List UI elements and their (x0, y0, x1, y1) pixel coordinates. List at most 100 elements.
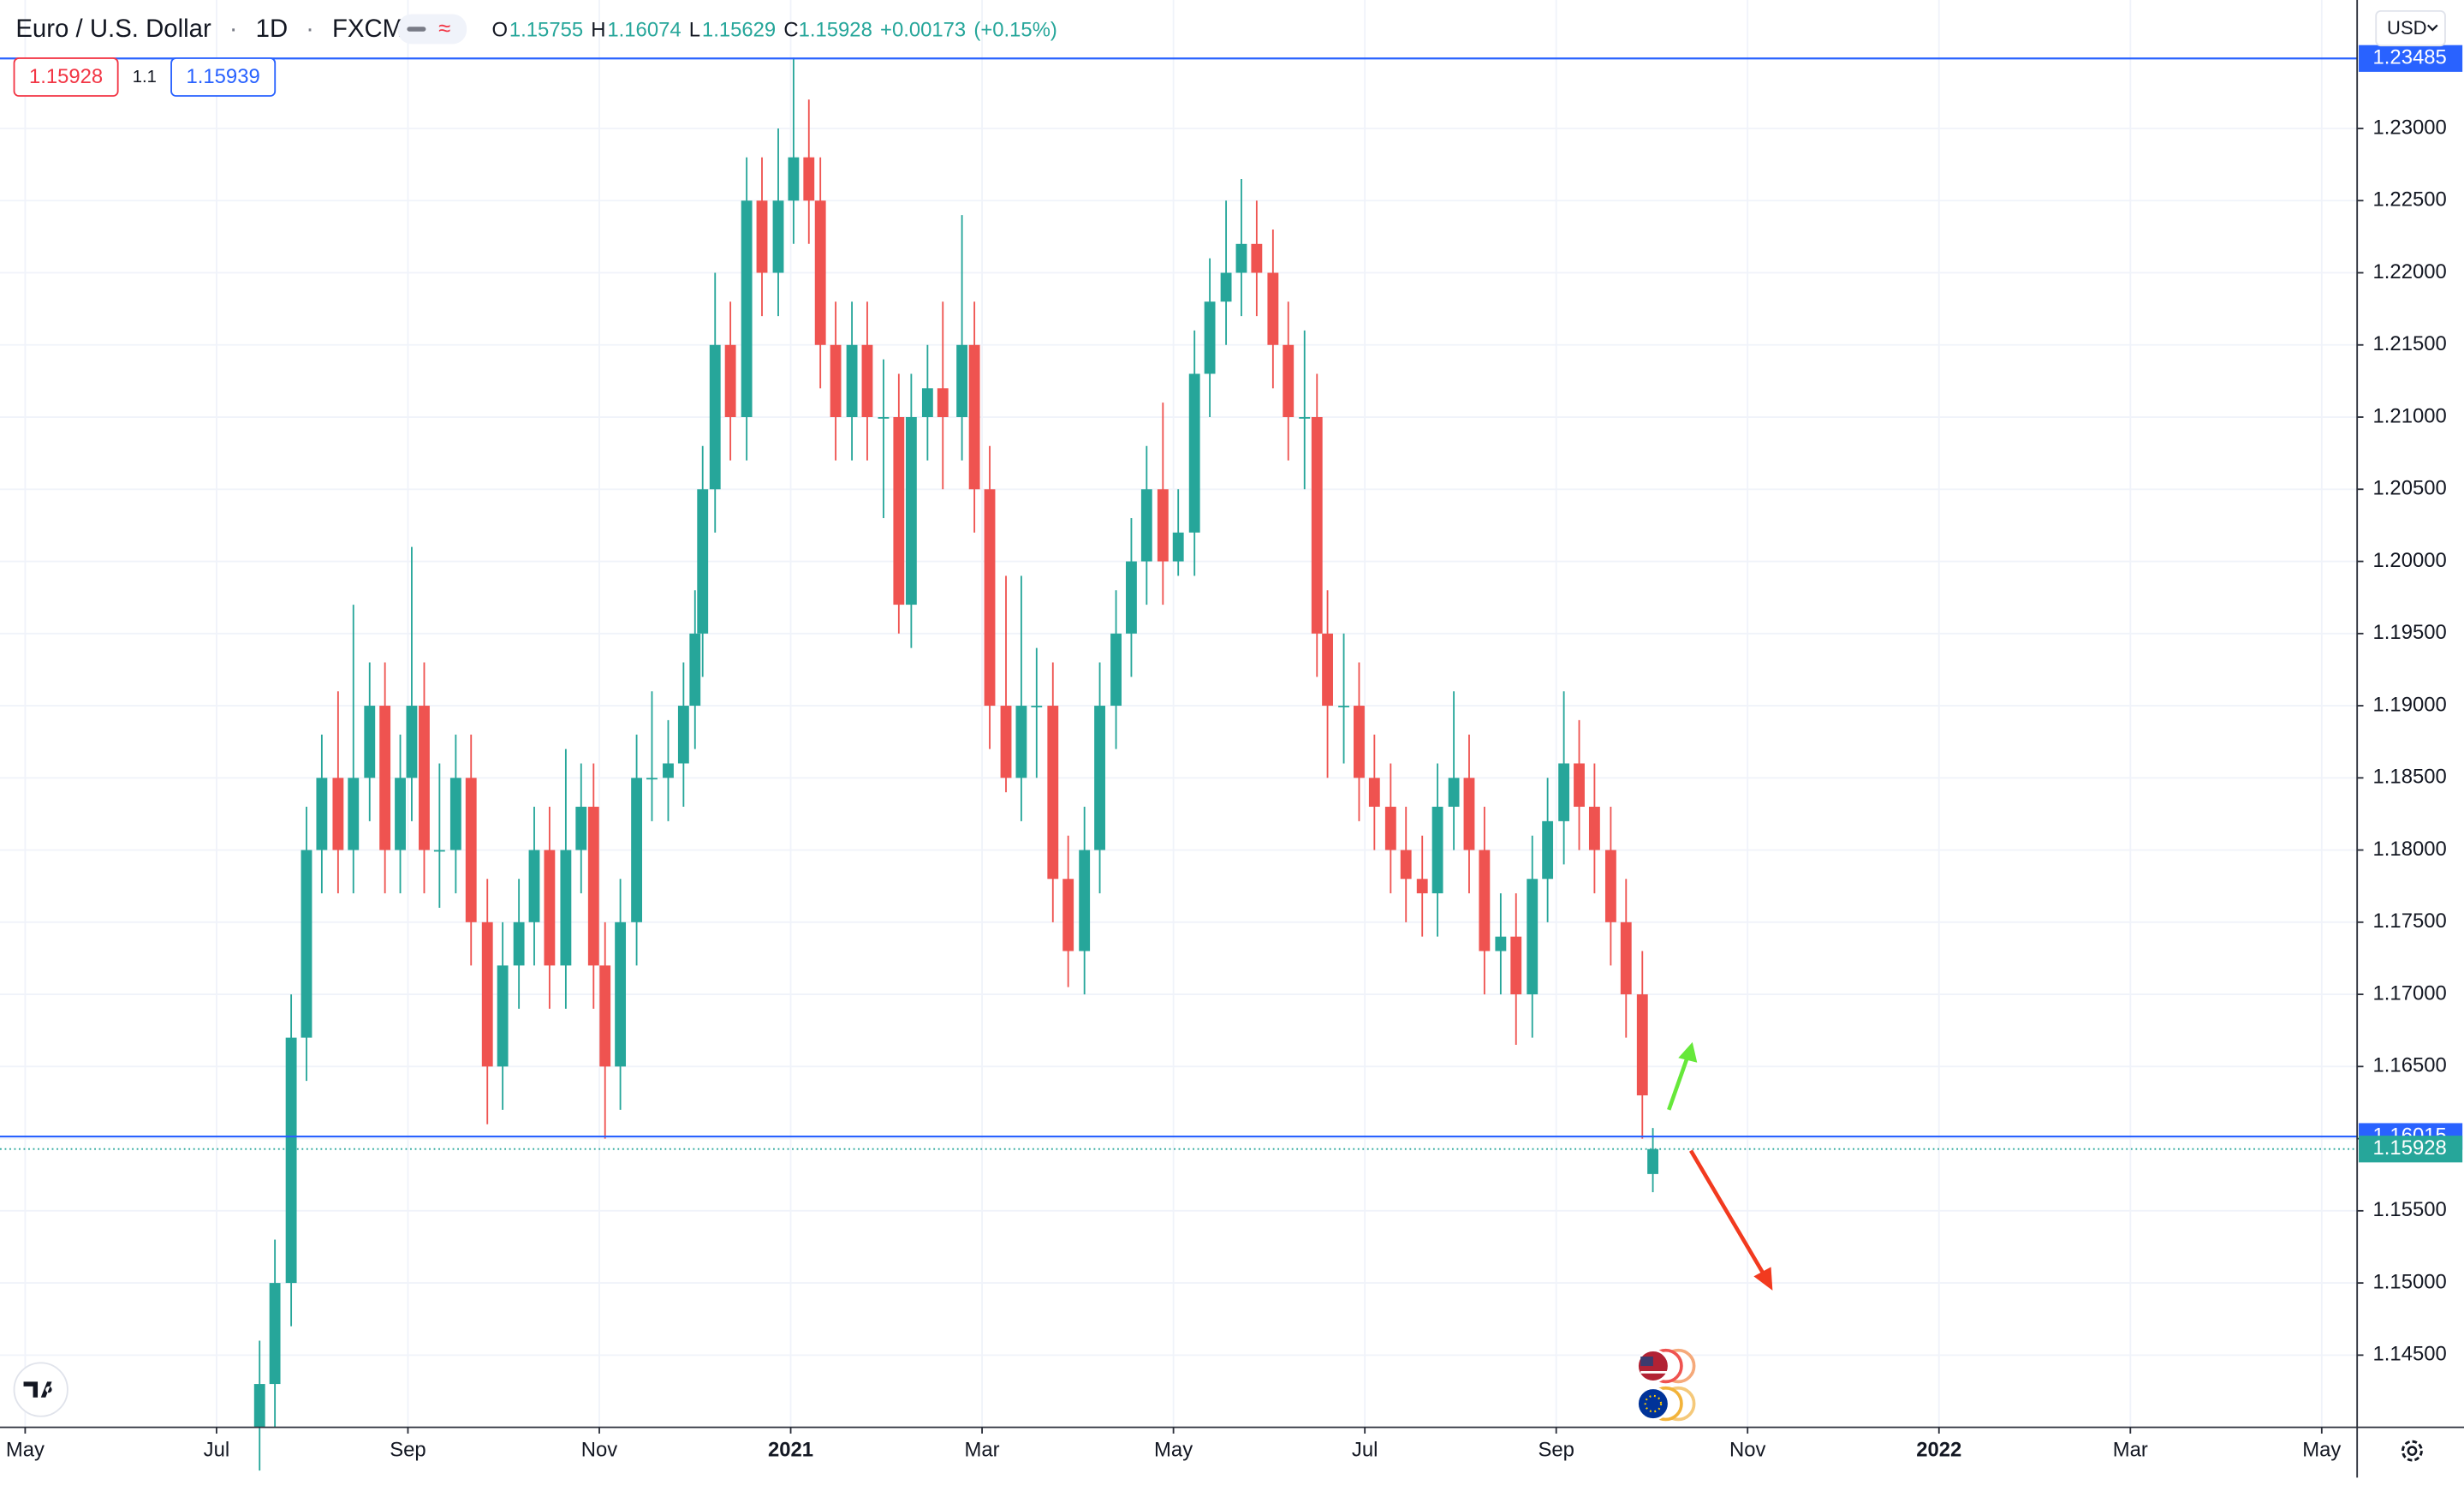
candle-body (830, 344, 842, 418)
candle-body (1574, 763, 1585, 808)
candle-body (772, 200, 784, 273)
candle-body (1542, 820, 1554, 880)
candle-body (968, 344, 980, 490)
candle-body (395, 778, 406, 850)
candle-body (1110, 633, 1122, 707)
candle-body (1463, 778, 1475, 850)
x-tick-label: 2022 (1916, 1438, 1961, 1461)
candle-body (1000, 706, 1012, 778)
candle-body (1299, 417, 1311, 419)
candle-body (1251, 243, 1263, 273)
settings-gear[interactable] (2401, 1440, 2423, 1462)
candle-body (1220, 272, 1232, 302)
y-tick-label: 1.20000 (2373, 549, 2447, 572)
y-tick-label: 1.21000 (2373, 404, 2447, 427)
symbol: Euro / U.S. Dollar (15, 15, 211, 43)
y-tick-label: 1.22000 (2373, 260, 2447, 283)
x-tick-label: Mar (2113, 1438, 2148, 1461)
logo-badge[interactable] (13, 1362, 68, 1417)
interval: 1D (256, 15, 289, 43)
x-tick-label: May (1154, 1438, 1193, 1461)
candle-body (893, 417, 905, 605)
status-pill[interactable] (397, 14, 467, 45)
candle-body (406, 706, 418, 778)
x-tick-label: May (2302, 1438, 2341, 1461)
candle-body (1322, 633, 1333, 707)
candle-body (528, 850, 540, 922)
candle-body (1204, 301, 1216, 374)
candle-body (1031, 706, 1043, 707)
sell-price: 1.15928 (29, 65, 103, 88)
currency-button[interactable] (2375, 9, 2446, 47)
candle-body (1495, 936, 1507, 951)
candle-body (1047, 706, 1059, 880)
candle-body (497, 965, 509, 1067)
candle-body (1384, 807, 1396, 850)
x-tick-label: Jul (204, 1438, 230, 1461)
candle-body (709, 344, 721, 490)
candle-body (689, 633, 701, 707)
y-tick-label: 1.22500 (2373, 188, 2447, 212)
candle-body (1015, 706, 1027, 778)
candle-body (1235, 243, 1247, 273)
y-tick-label: 1.17000 (2373, 981, 2447, 1005)
candle-body (269, 1283, 281, 1385)
candle-body (1647, 1148, 1658, 1174)
y-tick-label: 1.15000 (2373, 1270, 2447, 1293)
legend-value: 1.15755 (509, 19, 583, 42)
candle-body (861, 344, 873, 418)
y-tick-label: 1.21500 (2373, 332, 2447, 355)
candle-body (419, 706, 430, 850)
event-icons[interactable] (1636, 1348, 1696, 1422)
legend-key: O (491, 19, 508, 42)
candle-body (615, 921, 627, 1067)
legend-change-pct: (+0.15%) (973, 19, 1056, 42)
x-tick-label: Nov (581, 1438, 617, 1461)
y-tick-label: 1.18000 (2373, 838, 2447, 861)
candle-body (560, 850, 572, 966)
candle-body (1479, 850, 1491, 951)
y-tick-label: 1.17500 (2373, 909, 2447, 933)
exchange: FXCM (332, 15, 403, 43)
candle-body (379, 706, 391, 850)
candle-body (1079, 850, 1091, 951)
buy-button[interactable] (170, 57, 277, 97)
candle-body (631, 778, 643, 922)
candle-body (1172, 532, 1184, 562)
y-tick-label: 1.18500 (2373, 766, 2447, 789)
candle-body (1267, 272, 1279, 345)
candle-body (1368, 778, 1380, 808)
candle-body (433, 850, 445, 852)
candle-body (316, 778, 328, 850)
candle-body (921, 388, 933, 418)
y-tick-label: 1.15500 (2373, 1198, 2447, 1221)
candle-body (677, 706, 689, 764)
candle-body (756, 200, 768, 273)
candle-body (937, 388, 949, 418)
x-tick-label: Mar (965, 1438, 1000, 1461)
candle-body (1588, 807, 1600, 850)
candle-body (1416, 879, 1428, 894)
candle-body (1157, 489, 1169, 562)
candle-body (1188, 373, 1200, 533)
legend-value: 1.15928 (799, 19, 872, 42)
x-tick-label: Jul (1352, 1438, 1378, 1461)
y-tick-label: 1.20500 (2373, 477, 2447, 500)
last-price-label: 1.15928 (2373, 1136, 2447, 1160)
candle-body (1338, 706, 1349, 707)
ohlc-legend: O 1.15755 H 1.16074 L 1.15629 C1.15928 +0.00173… (491, 19, 1056, 42)
candle-body (1311, 417, 1323, 634)
status-icon: ≈ (438, 17, 450, 41)
x-tick-label: May (6, 1438, 45, 1461)
y-tick-label: 1.14500 (2373, 1343, 2447, 1366)
candle-body (1062, 879, 1074, 951)
candle-body (1558, 763, 1570, 821)
candle-body (1126, 561, 1137, 634)
price-label-bg (2359, 45, 2463, 72)
candle-body (1620, 921, 1632, 995)
candle-body (348, 778, 360, 850)
sell-button[interactable] (13, 57, 119, 97)
candle-body (788, 157, 800, 201)
currency: USD (2387, 17, 2426, 39)
